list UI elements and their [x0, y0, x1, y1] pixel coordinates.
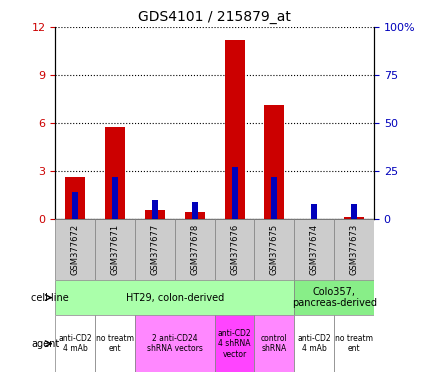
Bar — [215, 219, 255, 280]
Text: cell line: cell line — [31, 293, 69, 303]
Text: GSM377678: GSM377678 — [190, 224, 199, 275]
Bar — [255, 219, 294, 280]
Bar — [334, 315, 374, 372]
Text: 2 anti-CD24
shRNA vectors: 2 anti-CD24 shRNA vectors — [147, 334, 203, 353]
Text: GSM377677: GSM377677 — [150, 224, 159, 275]
Bar — [65, 177, 85, 219]
Text: GSM377674: GSM377674 — [310, 224, 319, 275]
Bar — [72, 192, 78, 219]
Text: anti-CD2
4 shRNA
vector: anti-CD2 4 shRNA vector — [218, 329, 251, 359]
Text: HT29, colon-derived: HT29, colon-derived — [126, 293, 224, 303]
Bar — [95, 219, 135, 280]
Text: GSM377676: GSM377676 — [230, 224, 239, 275]
Bar — [95, 315, 135, 372]
Bar — [255, 315, 294, 372]
Text: no treatm
ent: no treatm ent — [335, 334, 373, 353]
Bar — [175, 219, 215, 280]
Text: no treatm
ent: no treatm ent — [96, 334, 134, 353]
Text: control
shRNA: control shRNA — [261, 334, 288, 353]
Bar — [145, 210, 165, 219]
Bar — [294, 280, 374, 315]
Bar — [224, 40, 244, 219]
Bar — [192, 202, 198, 219]
Bar — [294, 315, 334, 372]
Bar — [112, 177, 118, 219]
Bar — [311, 204, 317, 219]
Bar — [344, 217, 364, 219]
Text: Colo357,
pancreas-derived: Colo357, pancreas-derived — [292, 287, 377, 308]
Bar — [351, 204, 357, 219]
Bar — [152, 200, 158, 219]
Bar — [334, 219, 374, 280]
Text: agent: agent — [31, 339, 60, 349]
Bar — [185, 212, 205, 219]
Bar — [272, 177, 278, 219]
Text: anti-CD2
4 mAb: anti-CD2 4 mAb — [58, 334, 92, 353]
Bar — [55, 315, 95, 372]
Title: GDS4101 / 215879_at: GDS4101 / 215879_at — [138, 10, 291, 25]
Bar — [264, 105, 284, 219]
Text: GSM377673: GSM377673 — [350, 224, 359, 275]
Text: GSM377671: GSM377671 — [110, 224, 119, 275]
Bar — [135, 315, 215, 372]
Text: GSM377672: GSM377672 — [71, 224, 79, 275]
Bar — [215, 315, 255, 372]
Text: GSM377675: GSM377675 — [270, 224, 279, 275]
Bar — [55, 219, 95, 280]
Bar — [232, 167, 238, 219]
Text: anti-CD2
4 mAb: anti-CD2 4 mAb — [298, 334, 331, 353]
Bar — [55, 280, 294, 315]
Bar — [105, 127, 125, 219]
Bar — [294, 219, 334, 280]
Bar — [135, 219, 175, 280]
